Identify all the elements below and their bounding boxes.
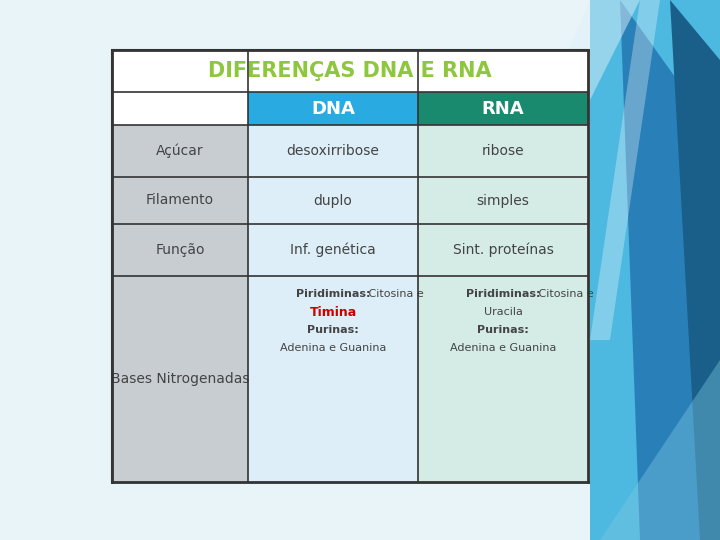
FancyBboxPatch shape [248,224,418,276]
Text: Adenina e Guanina: Adenina e Guanina [280,343,386,353]
Text: DIFERENÇAS DNA E RNA: DIFERENÇAS DNA E RNA [208,61,492,81]
FancyBboxPatch shape [112,224,248,276]
Text: Piridiminas:: Piridiminas: [466,289,540,299]
Text: Piridiminas:: Piridiminas: [296,289,370,299]
Text: Purinas:: Purinas: [477,325,529,335]
FancyBboxPatch shape [418,177,588,224]
FancyBboxPatch shape [418,224,588,276]
FancyBboxPatch shape [112,177,248,224]
Text: DNA: DNA [311,99,355,118]
FancyBboxPatch shape [418,92,588,125]
FancyBboxPatch shape [112,276,248,482]
FancyBboxPatch shape [112,50,588,92]
Polygon shape [670,0,720,540]
Text: Filamento: Filamento [146,193,214,207]
Text: simples: simples [477,193,529,207]
Text: Bases Nitrogenadas: Bases Nitrogenadas [111,372,249,386]
Text: Citosina e: Citosina e [365,289,424,299]
Polygon shape [540,360,720,540]
Text: Inf. genética: Inf. genética [290,243,376,257]
Text: ribose: ribose [482,144,524,158]
Text: Timina: Timina [310,306,356,319]
Text: Purinas:: Purinas: [307,325,359,335]
Text: Uracila: Uracila [484,307,523,317]
Polygon shape [590,0,660,340]
Text: Função: Função [156,243,204,257]
FancyBboxPatch shape [248,92,418,125]
Text: Adenina e Guanina: Adenina e Guanina [450,343,556,353]
FancyBboxPatch shape [112,50,588,482]
Text: Sint. proteínas: Sint. proteínas [453,243,554,257]
FancyBboxPatch shape [248,177,418,224]
Text: Açúcar: Açúcar [156,144,204,158]
FancyBboxPatch shape [112,125,248,177]
Text: desoxirribose: desoxirribose [287,144,379,158]
Text: duplo: duplo [314,193,352,207]
Polygon shape [590,0,720,540]
FancyBboxPatch shape [418,276,588,482]
FancyBboxPatch shape [248,125,418,177]
Text: Citosina e: Citosina e [535,289,594,299]
Polygon shape [530,0,640,140]
Polygon shape [620,0,720,540]
FancyBboxPatch shape [248,276,418,482]
FancyBboxPatch shape [418,125,588,177]
Text: RNA: RNA [482,99,524,118]
